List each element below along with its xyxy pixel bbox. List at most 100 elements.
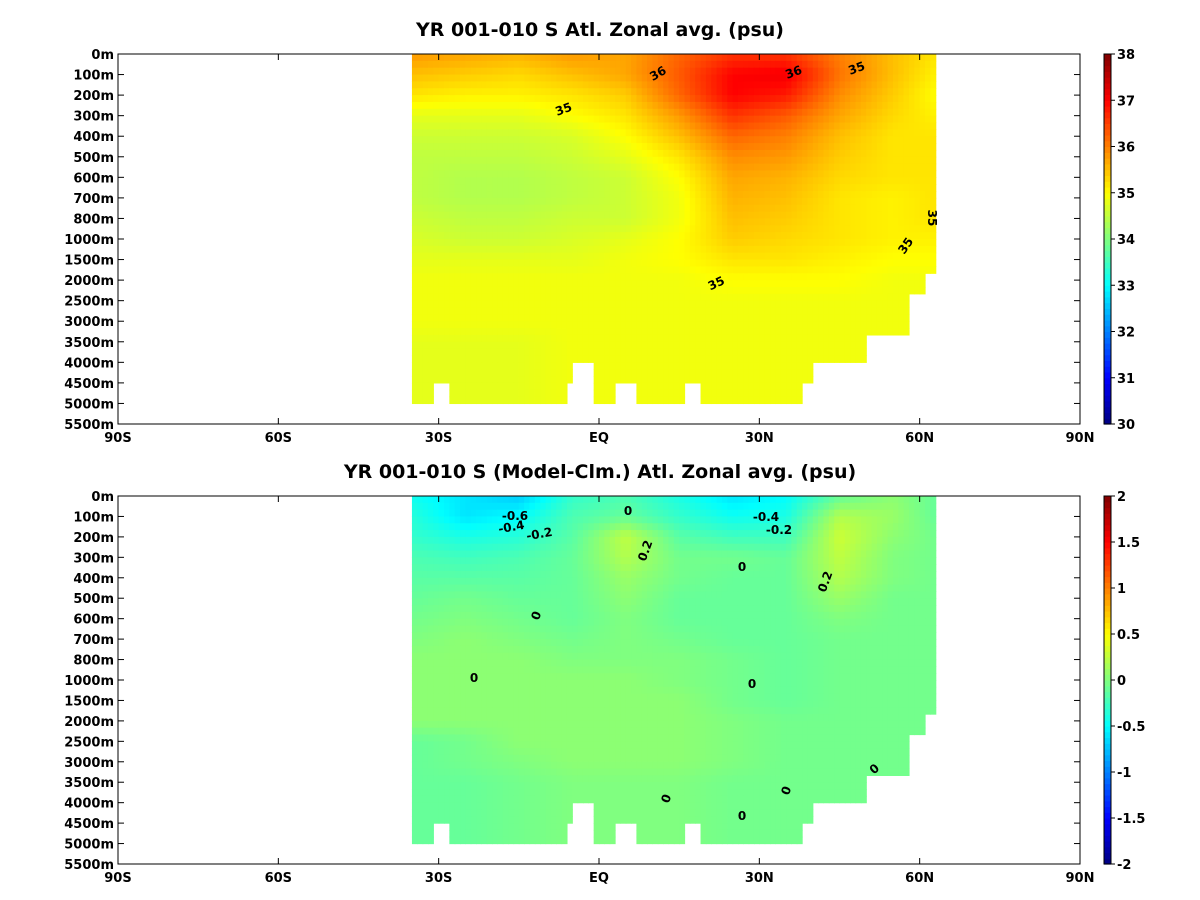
y-tick-label: 500m (73, 151, 114, 166)
y-tick-label: 0m (91, 490, 114, 505)
y-tick-label: 300m (73, 551, 114, 566)
x-tick-label: 30S (425, 431, 452, 446)
contour-label: 0 (624, 504, 632, 518)
y-tick-label: 2000m (64, 715, 114, 730)
panel-2: YR 001-010 S (Model-Clm.) Atl. Zonal avg… (64, 461, 1145, 886)
y-tick-label: 2500m (64, 735, 114, 750)
y-tick-label: 4500m (64, 817, 114, 832)
x-tick-label: 90N (1066, 871, 1095, 886)
colorbar-tick-label: 2 (1117, 490, 1126, 505)
heatmap-field (411, 54, 937, 405)
colorbar-tick-label: 30 (1117, 418, 1135, 433)
x-tick-label: 30S (425, 871, 452, 886)
colorbar-tick-label: 1.5 (1117, 536, 1140, 551)
y-tick-label: 800m (73, 212, 114, 227)
x-tick-label: 90N (1066, 431, 1095, 446)
x-tick-label: 60N (905, 431, 934, 446)
y-tick-label: 5500m (64, 858, 114, 873)
colorbar-tick-label: -1 (1117, 766, 1131, 781)
colorbar-tick-label: 36 (1117, 141, 1135, 156)
y-tick-label: 100m (73, 510, 114, 525)
contour-label: -0.4 (497, 518, 525, 536)
x-tick-label: 60S (265, 871, 292, 886)
colorbar-tick-label: 0.5 (1117, 628, 1140, 643)
contour-label: 0 (738, 560, 746, 574)
x-axis: 90S 60S 30S EQ 30N 60N 90N (104, 496, 1094, 886)
y-tick-label: 600m (73, 613, 114, 628)
x-tick-label: 30N (745, 431, 774, 446)
contour-label: -0.4 (753, 510, 779, 524)
y-tick-label: 5000m (64, 838, 114, 853)
y-tick-label: 100m (73, 69, 114, 84)
x-tick-label: 90S (104, 871, 131, 886)
y-tick-label: 1500m (64, 694, 114, 709)
x-tick-label: 90S (104, 431, 131, 446)
contour-label: 0 (738, 809, 746, 823)
contour-label: -0.2 (525, 525, 553, 543)
y-tick-label: 700m (73, 633, 114, 648)
y-tick-label: 500m (73, 592, 114, 607)
chart-title: YR 001-010 S Atl. Zonal avg. (psu) (415, 19, 784, 41)
y-tick-label: 700m (73, 192, 114, 207)
x-tick-label: EQ (589, 871, 609, 886)
colorbar-tick-label: 34 (1117, 233, 1135, 248)
y-tick-label: 1500m (64, 254, 114, 269)
y-axis: 0m 100m 200m 300m 400m 500m 600m 700m 800m 1000m 1… (64, 48, 1080, 433)
heatmap-field (411, 496, 937, 845)
y-tick-label: 2000m (64, 274, 114, 289)
contour-label: 0 (748, 677, 756, 691)
contour-label: 0 (470, 671, 478, 685)
y-tick-label: 4500m (64, 377, 114, 392)
y-tick-label: 400m (73, 130, 114, 145)
colorbar-tick-label: 31 (1117, 372, 1135, 387)
y-tick-label: 0m (91, 48, 114, 63)
y-tick-label: 3000m (64, 756, 114, 771)
y-axis: 0m 100m 200m 300m 400m 500m 600m 700m 800m 1000m 1… (64, 490, 1080, 873)
y-tick-label: 200m (73, 531, 114, 546)
y-tick-label: 1000m (64, 674, 114, 689)
contour-label: -0.2 (766, 523, 792, 537)
x-axis: 90S 60S 30S EQ 30N 60N 90N (104, 54, 1094, 446)
contour-label: 35 (553, 100, 573, 119)
y-tick-label: 200m (73, 89, 114, 104)
colorbar-tick-label: 35 (1117, 187, 1135, 202)
panel-1: YR 001-010 S Atl. Zonal avg. (psu) 36 36 35… (64, 19, 1135, 446)
y-tick-label: 3500m (64, 776, 114, 791)
contour-label: 36 (783, 63, 803, 82)
y-tick-label: 600m (73, 171, 114, 186)
y-tick-label: 4000m (64, 797, 114, 812)
colorbar-tick-label: 37 (1117, 94, 1135, 109)
colorbar-tick-label: -1.5 (1117, 812, 1145, 827)
y-tick-label: 5500m (64, 418, 114, 433)
colorbar-tick-label: -0.5 (1117, 720, 1145, 735)
colorbar-tick-label: 33 (1117, 279, 1135, 294)
chart-title: YR 001-010 S (Model-Clm.) Atl. Zonal avg… (343, 461, 856, 483)
contour-label: 0.2 (635, 538, 655, 563)
colorbar-tick-label: -2 (1117, 858, 1131, 873)
contour-label: 35 (846, 59, 866, 78)
y-tick-label: 1000m (64, 233, 114, 248)
x-tick-label: EQ (589, 431, 609, 446)
y-tick-label: 400m (73, 572, 114, 587)
contour-label: 35 (706, 274, 727, 294)
colorbar-tick-label: 38 (1117, 48, 1135, 63)
x-tick-label: 60N (905, 871, 934, 886)
y-tick-label: 3500m (64, 336, 114, 351)
colorbar: -2 -1.5 -1 -0.5 0 0.5 1 1.5 2 (1103, 490, 1145, 873)
colorbar: 30 31 32 33 34 35 36 37 38 (1103, 48, 1135, 433)
y-tick-label: 2500m (64, 295, 114, 310)
y-tick-label: 3000m (64, 315, 114, 330)
y-tick-label: 4000m (64, 356, 114, 371)
y-tick-label: 800m (73, 654, 114, 669)
y-tick-label: 300m (73, 110, 114, 125)
contour-label: 0.2 (815, 569, 835, 594)
colorbar-tick-label: 32 (1117, 326, 1135, 341)
contour-label: -0.6 (502, 509, 528, 523)
x-tick-label: 30N (745, 871, 774, 886)
colorbar-tick-label: 1 (1117, 582, 1126, 597)
x-tick-label: 60S (265, 431, 292, 446)
contour-label: 35 (925, 210, 939, 227)
